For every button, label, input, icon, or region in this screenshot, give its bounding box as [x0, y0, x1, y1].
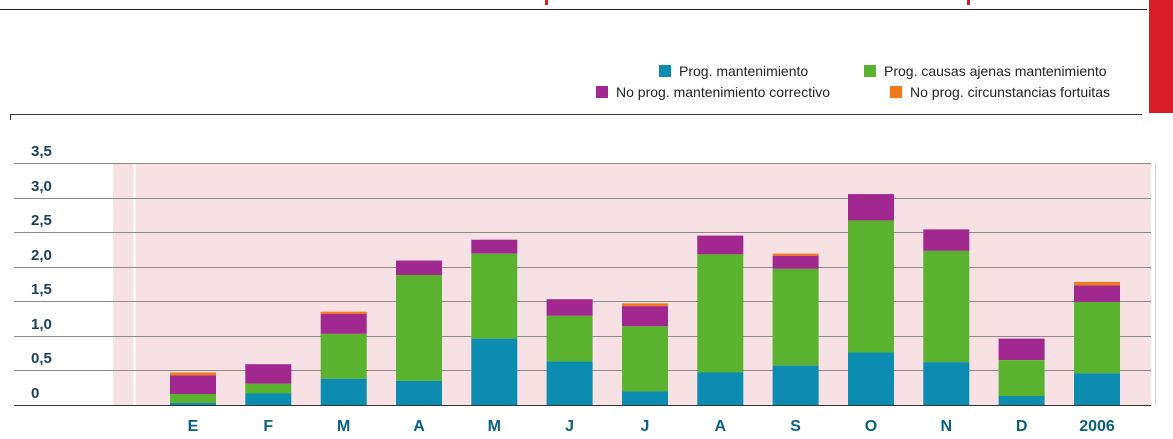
bar-segment — [772, 255, 819, 269]
x-category-label: E — [188, 418, 199, 435]
bar-segment — [320, 378, 367, 405]
bar-segment — [848, 194, 894, 221]
x-category-label: 2006 — [1079, 418, 1115, 435]
y-tick-label: 0 — [31, 385, 39, 402]
legend-label: Prog. mantenimiento — [679, 63, 808, 79]
bar-segment — [396, 380, 442, 405]
x-category-label: F — [263, 418, 273, 435]
y-tick-label: 0,5 — [31, 350, 52, 367]
bar-segment — [923, 229, 970, 251]
bar-segment — [245, 364, 292, 384]
bar-segment — [170, 402, 216, 405]
x-category-label: A — [413, 418, 425, 435]
bar-segment — [772, 253, 819, 256]
x-category-label: O — [865, 418, 877, 435]
bar-segment — [697, 372, 744, 405]
bar-segment — [320, 311, 367, 314]
bar-segment — [622, 326, 668, 392]
bar-segment — [1074, 285, 1120, 302]
y-tick-label: 2,5 — [31, 212, 52, 229]
bar-segment — [320, 333, 367, 379]
bar-segment — [320, 313, 367, 334]
bar-segment — [546, 361, 593, 405]
bar-segment — [170, 375, 216, 394]
bar-segment — [170, 372, 216, 376]
bar-segment — [1074, 373, 1120, 405]
bar-segment — [546, 299, 593, 316]
bar-segment — [245, 383, 292, 394]
x-category-label: J — [565, 418, 574, 435]
bar-segment — [772, 268, 819, 366]
x-category-label: A — [715, 418, 727, 435]
legend-swatch — [596, 86, 608, 98]
y-tick-label: 3,5 — [31, 143, 52, 160]
bar-segment — [772, 365, 819, 405]
bar-segment — [1074, 281, 1120, 286]
accent-tab — [1149, 0, 1173, 113]
y-tick-label: 1,5 — [31, 281, 52, 298]
y-tick-label: 1,0 — [31, 316, 52, 333]
x-category-label: S — [790, 418, 801, 435]
legend-label: Prog. causas ajenas mantenimiento — [884, 63, 1107, 79]
x-category-label: J — [641, 418, 650, 435]
bar-segment — [848, 352, 894, 405]
bar-segment — [848, 220, 894, 353]
x-category-label: D — [1016, 418, 1028, 435]
bar-segment — [245, 393, 292, 405]
bar-segment — [546, 315, 593, 362]
x-category-label: M — [488, 418, 501, 435]
bar-segment — [396, 260, 442, 275]
bar-segment — [923, 362, 970, 405]
legend-swatch — [864, 65, 876, 77]
x-category-label: N — [941, 418, 953, 435]
header-mark-right — [967, 0, 970, 5]
bar-segment — [396, 275, 442, 381]
bar-segment — [622, 303, 668, 307]
legend-label: No prog. circunstancias fortuitas — [910, 84, 1110, 100]
bar-segment — [170, 393, 216, 403]
bar-segment — [697, 235, 744, 255]
header-mark-left — [545, 0, 548, 5]
bar-segment — [998, 338, 1045, 360]
bar-segment — [697, 254, 744, 373]
y-tick-label: 3,0 — [31, 178, 52, 195]
bar-segment — [923, 250, 970, 363]
bar-segment — [998, 396, 1045, 405]
x-category-label: M — [337, 418, 350, 435]
bar-segment — [622, 391, 668, 405]
bar-segment — [471, 338, 518, 405]
legend-label: No prog. mantenimiento correctivo — [616, 84, 830, 100]
y-tick-label: 2,0 — [31, 247, 52, 264]
bar-segment — [622, 306, 668, 327]
legend-swatch — [890, 86, 902, 98]
bar-segment — [998, 360, 1045, 397]
bar-segment — [1074, 302, 1120, 374]
bar-segment — [471, 239, 518, 254]
legend-swatch — [659, 65, 671, 77]
bar-segment — [471, 253, 518, 339]
